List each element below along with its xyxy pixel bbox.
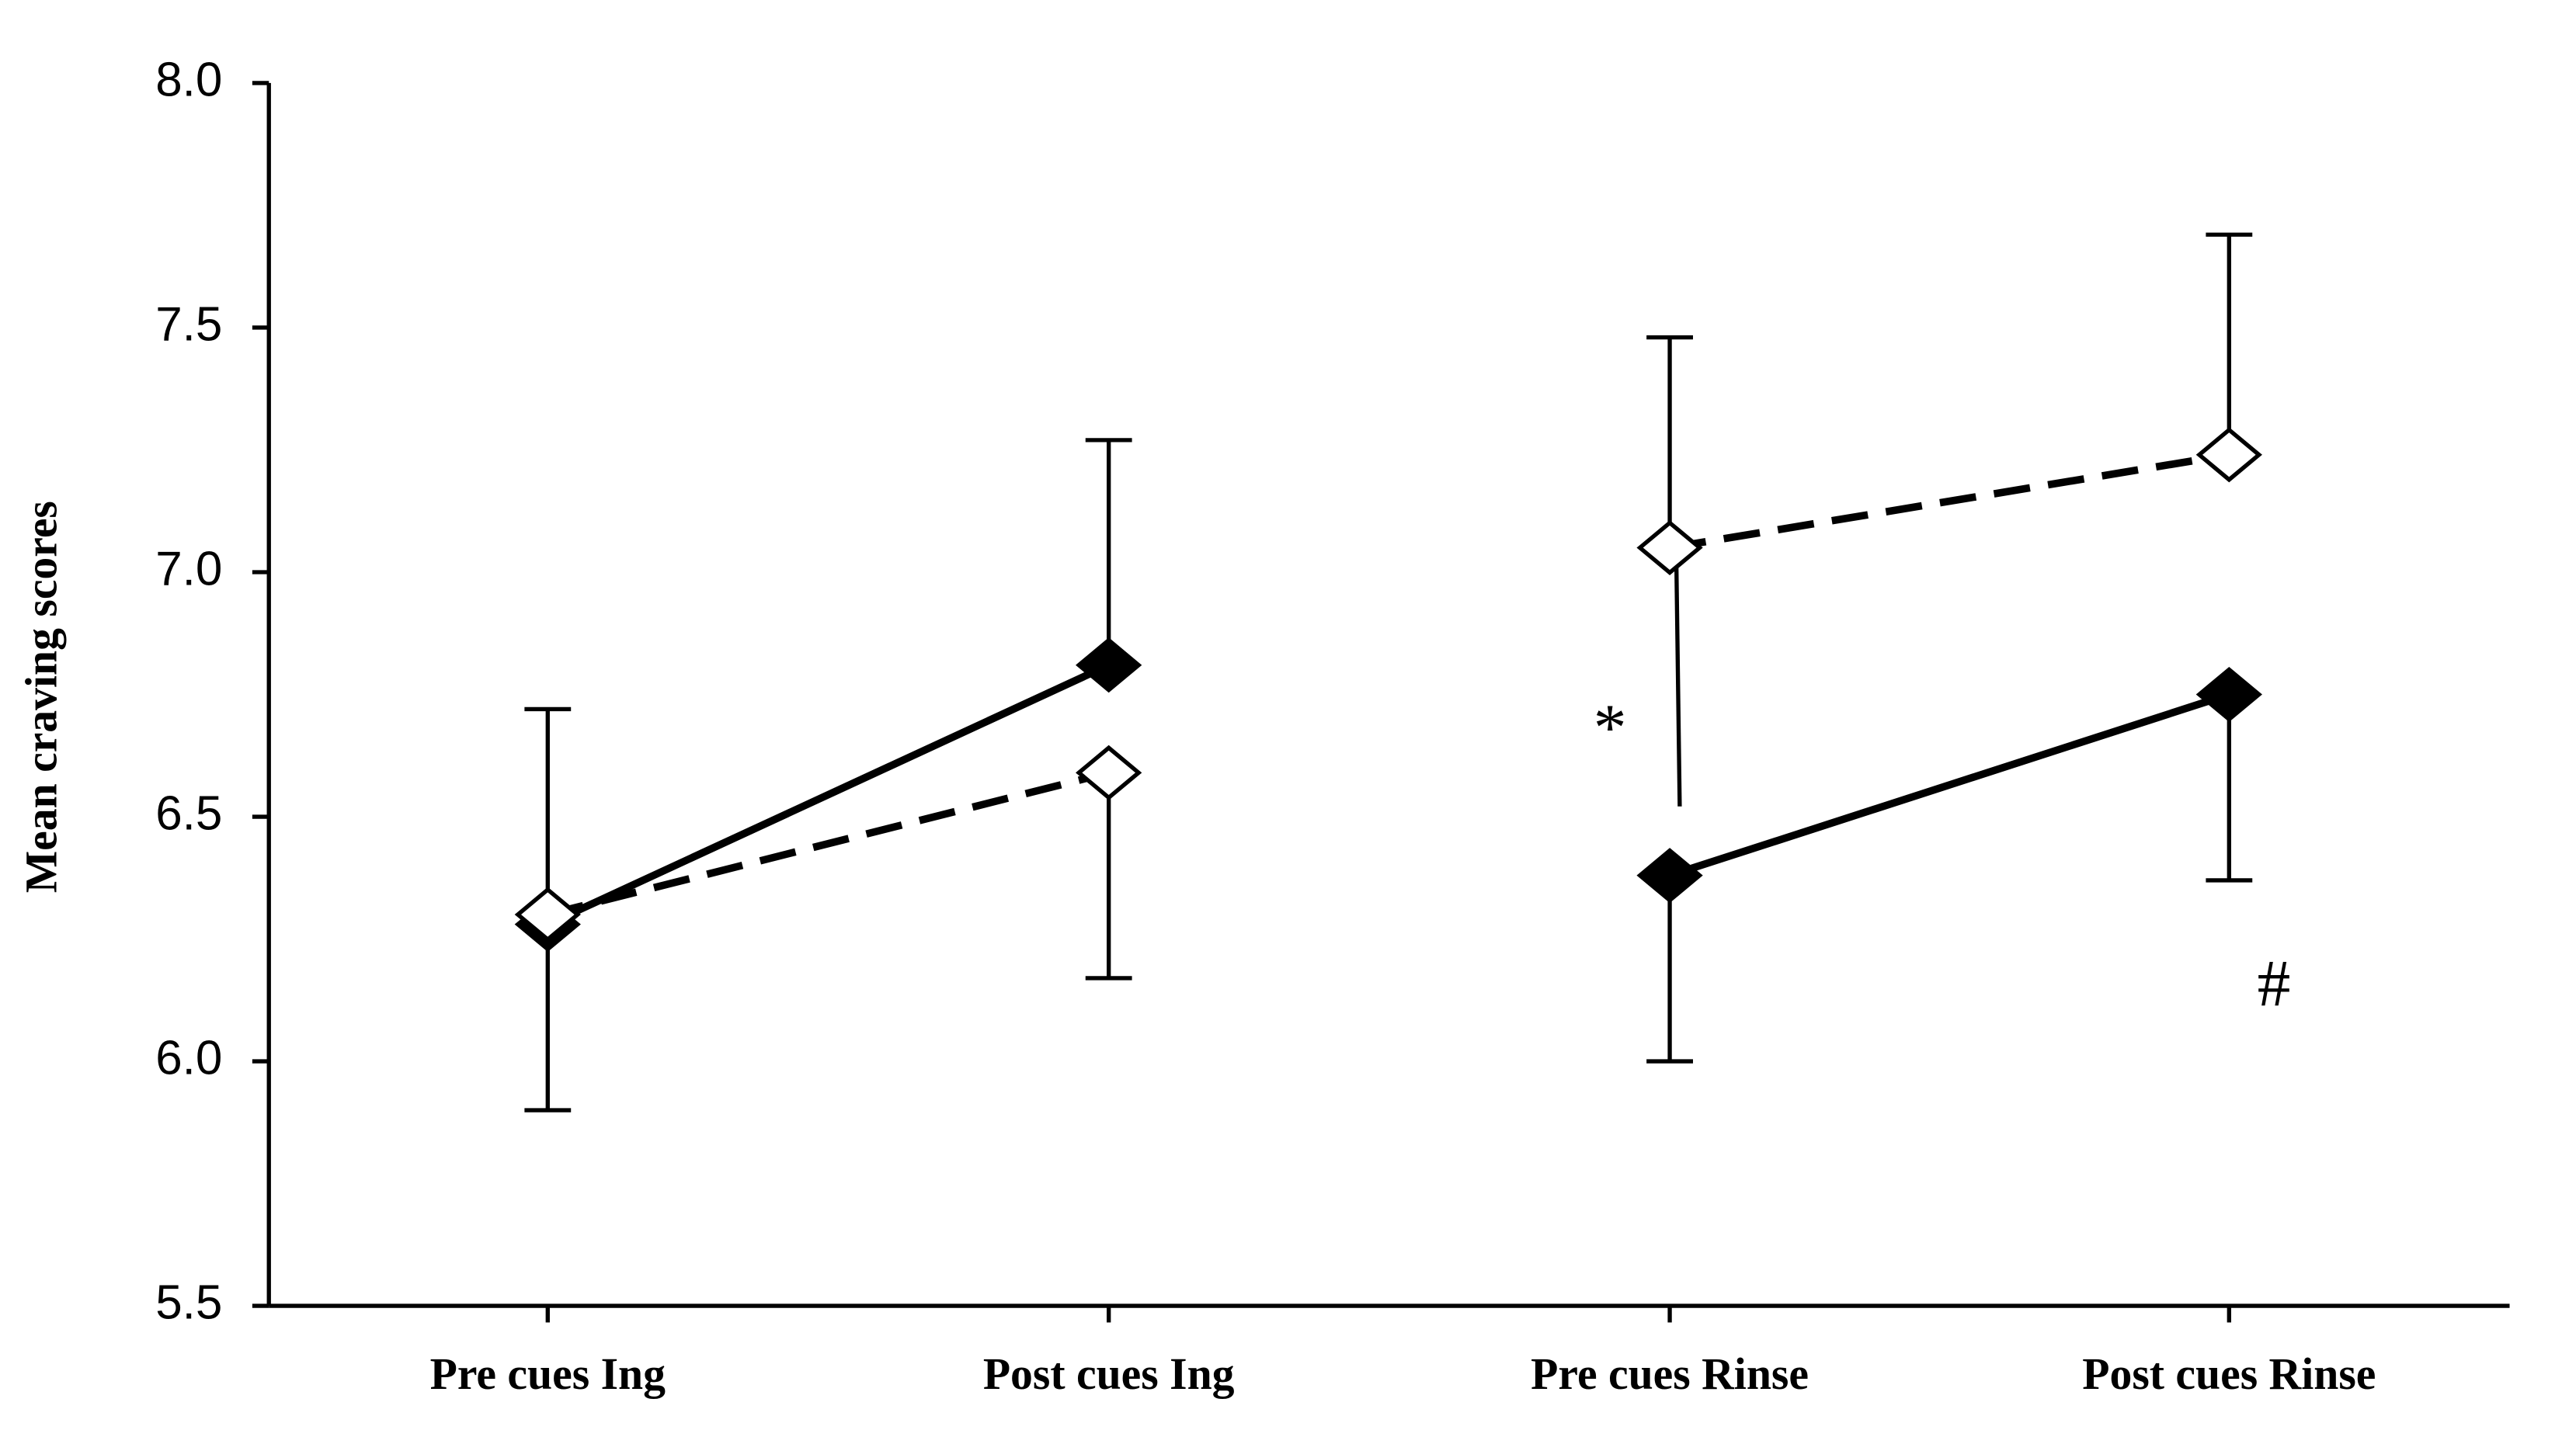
annotation: * xyxy=(1594,692,1627,765)
error-bar xyxy=(1085,438,1132,665)
x-tick-label: Pre cues Rinse xyxy=(1531,1350,1809,1399)
error-bar xyxy=(1646,335,1693,548)
y-tick-label: 8.0 xyxy=(155,53,222,106)
marker xyxy=(2195,666,2262,723)
significance-line xyxy=(1674,564,1682,807)
marker xyxy=(1636,848,1703,904)
error-bar xyxy=(1646,875,1693,1064)
error-bar xyxy=(524,706,572,915)
series-line xyxy=(1669,451,2230,552)
y-tick-label: 7.5 xyxy=(155,297,222,351)
marker xyxy=(1076,637,1142,693)
y-tick-label: 5.5 xyxy=(155,1276,222,1329)
y-tick-label: 6.5 xyxy=(155,786,222,840)
marker xyxy=(2195,427,2262,483)
series-line xyxy=(547,769,1110,918)
error-bar xyxy=(2206,232,2253,455)
y-axis-label: Mean craving scores xyxy=(18,501,67,893)
series-line xyxy=(546,661,1111,928)
y-tick-label: 7.0 xyxy=(155,542,222,595)
x-tick-label: Post cues Rinse xyxy=(2082,1350,2376,1399)
x-tick-label: Post cues Ing xyxy=(983,1350,1235,1399)
x-tick-label: Pre cues Ing xyxy=(430,1350,666,1399)
marker xyxy=(514,887,581,942)
error-bar xyxy=(2206,694,2253,883)
y-tick-label: 6.0 xyxy=(155,1031,222,1085)
marker xyxy=(1076,745,1142,800)
error-bar xyxy=(524,924,572,1112)
annotation: # xyxy=(2258,947,2291,1020)
marker xyxy=(1636,519,1703,576)
series-line xyxy=(1668,690,2230,880)
error-bar xyxy=(1085,772,1132,981)
